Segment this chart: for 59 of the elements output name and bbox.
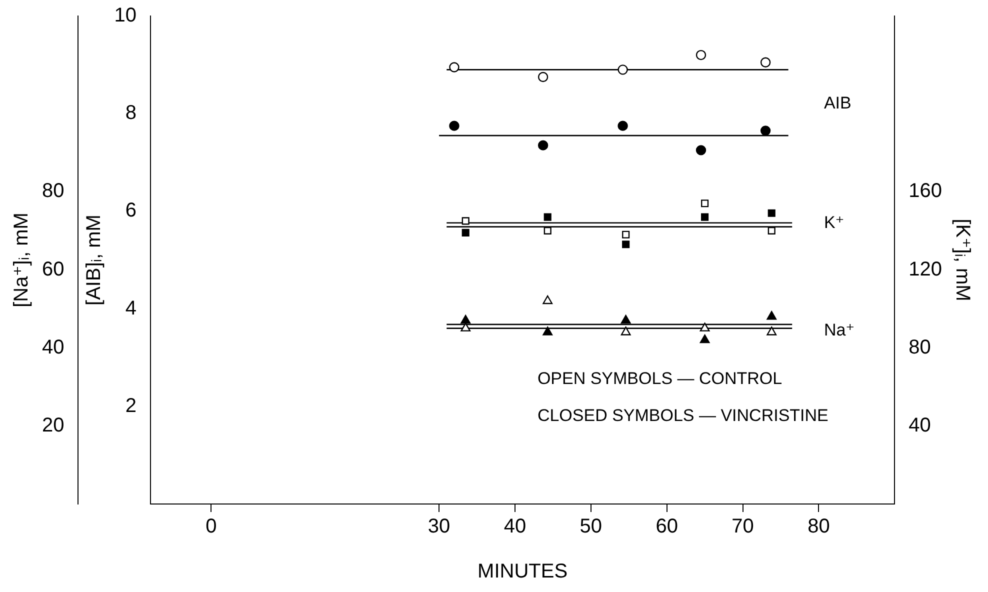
point (701, 200, 709, 208)
point (760, 57, 771, 68)
point (700, 334, 710, 344)
point (620, 326, 631, 336)
point (449, 62, 460, 72)
x-tick-label: 40 (504, 516, 526, 538)
x-tick-label: 30 (428, 516, 450, 538)
y2-tick-label: 40 (908, 414, 931, 436)
point (622, 240, 630, 248)
point (620, 314, 631, 324)
y2-tick-label: 80 (908, 336, 931, 358)
point (618, 64, 628, 75)
annotation: K⁺ (824, 213, 844, 232)
y3-axis-title: [Na⁺]ᵢ, mM (10, 212, 33, 308)
annotation: OPEN SYMBOLS — CONTROL (537, 369, 782, 388)
point (449, 120, 460, 131)
point (542, 326, 553, 336)
x-tick-label: 0 (206, 516, 217, 538)
point (460, 314, 471, 324)
point (544, 213, 552, 221)
y-tick-label: 10 (114, 4, 136, 27)
y-tick-label: 4 (125, 297, 136, 320)
x-tick-label: 50 (580, 516, 602, 538)
y-tick-label: 8 (125, 102, 136, 124)
point (618, 120, 628, 131)
y3-tick-label: 20 (42, 414, 64, 436)
x-axis-title: MINUTES (478, 560, 568, 583)
annotation: CLOSED SYMBOLS — VINCRISTINE (537, 406, 828, 425)
x-tick-label: 80 (808, 516, 830, 538)
x-tick-label: 70 (732, 516, 754, 538)
point (700, 322, 710, 332)
y3-tick-label: 80 (42, 180, 64, 202)
point (460, 322, 471, 332)
y-axis-title: [AIB]ᵢ, mM (82, 214, 105, 306)
y-tick-label: 6 (125, 200, 136, 222)
point (542, 295, 553, 304)
y-tick-label: 2 (125, 394, 136, 417)
point (462, 217, 470, 225)
y2-tick-label: 160 (908, 180, 942, 202)
point (696, 145, 706, 156)
point (766, 311, 777, 320)
point (766, 326, 777, 336)
y2-tick-label: 120 (908, 258, 942, 280)
point (701, 213, 709, 221)
point (760, 126, 771, 136)
y3-tick-label: 40 (42, 336, 64, 358)
point (768, 209, 776, 217)
x-tick-label: 60 (656, 516, 678, 538)
point (462, 228, 470, 236)
point (538, 72, 548, 82)
annotation: AIB (824, 94, 852, 113)
annotation: Na⁺ (824, 320, 855, 340)
y2-axis-title: [K⁺]ᵢ, mM (951, 218, 974, 302)
point (538, 140, 548, 150)
point (696, 50, 706, 60)
point (768, 226, 776, 234)
point (622, 230, 630, 238)
y3-tick-label: 60 (42, 258, 64, 280)
point (544, 226, 552, 234)
